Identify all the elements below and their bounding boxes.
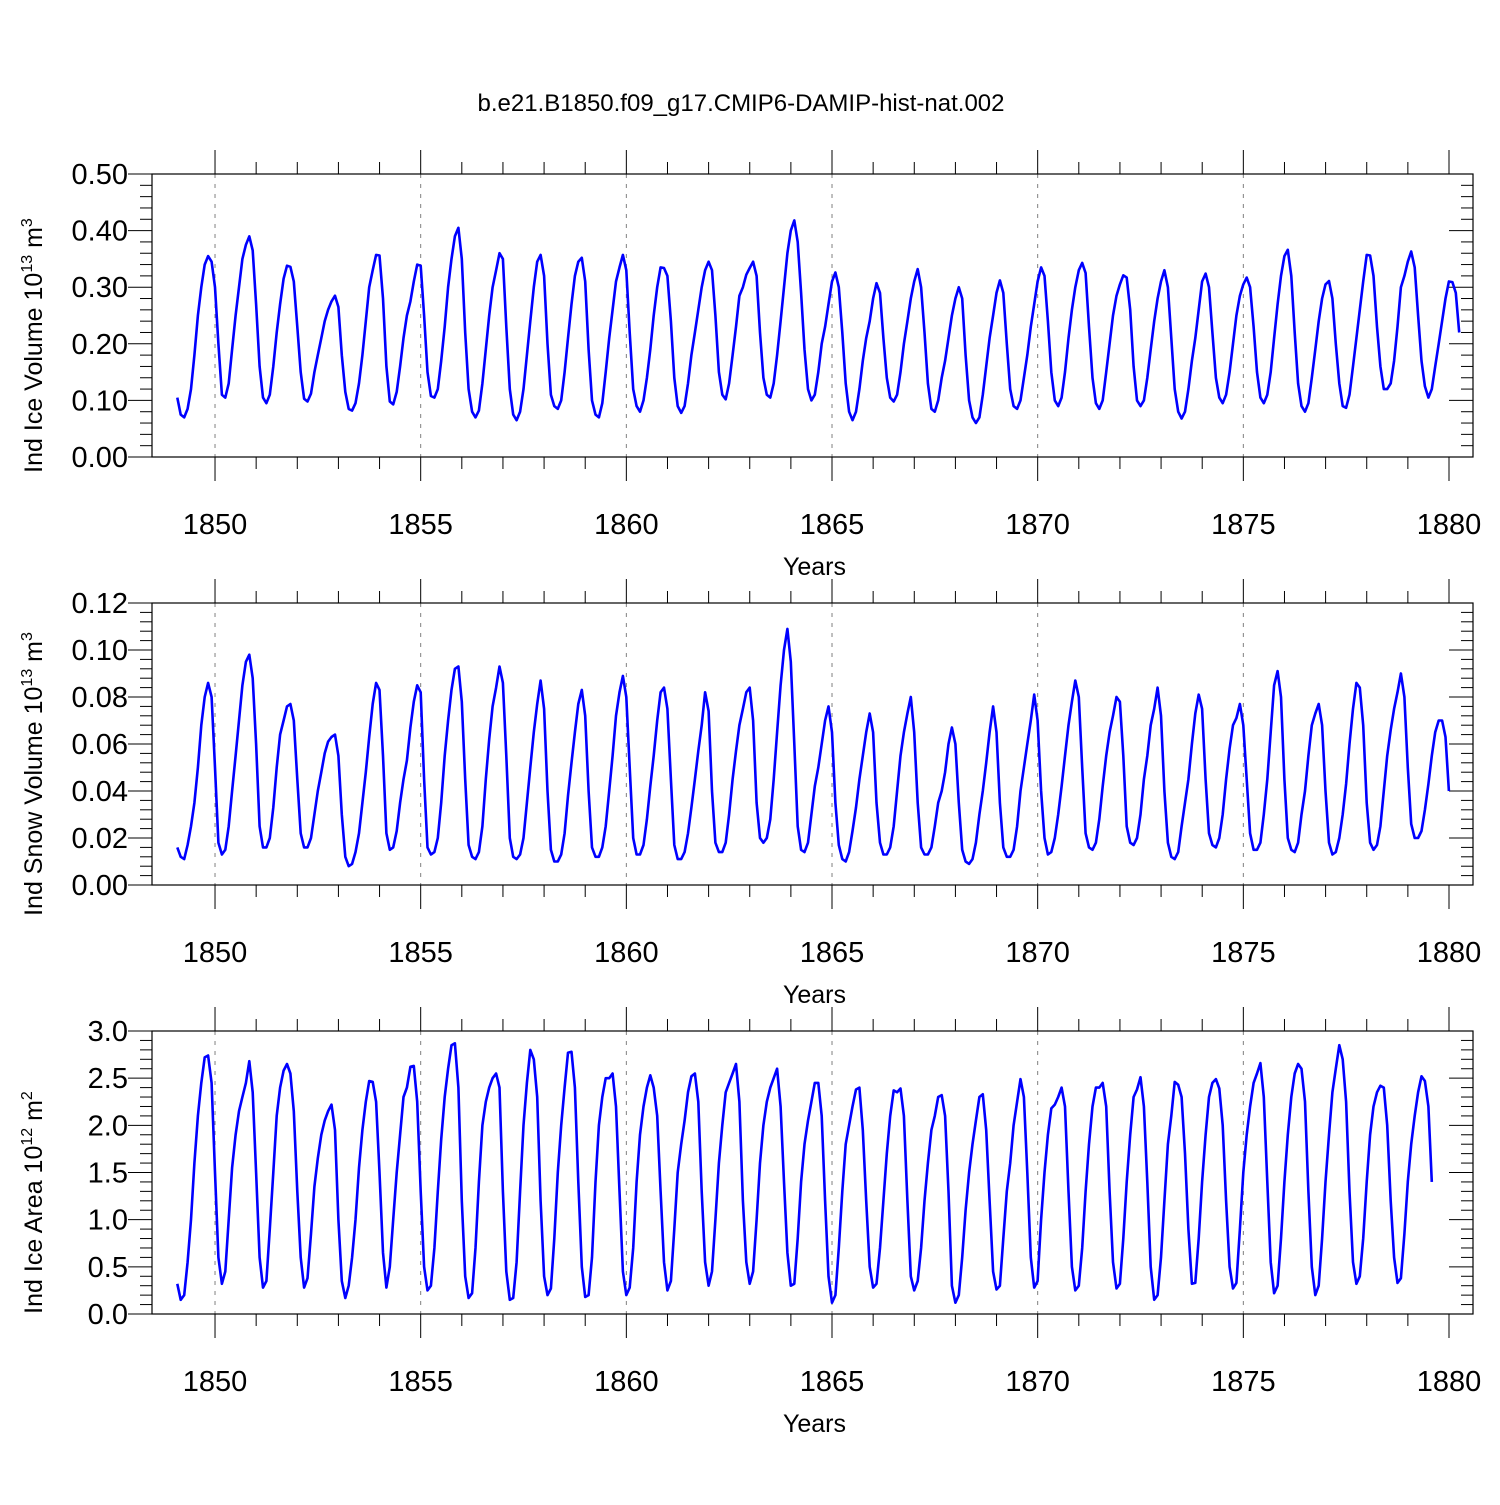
series-line bbox=[176, 627, 1451, 868]
x-tick-label: 1855 bbox=[388, 509, 453, 541]
chart-title: b.e21.B1850.f09_g17.CMIP6-DAMIP-hist-nat… bbox=[478, 90, 1005, 117]
x-tick-label: 1870 bbox=[1005, 1366, 1070, 1398]
x-tick-label: 1880 bbox=[1417, 937, 1482, 969]
plot-frame bbox=[151, 173, 1474, 458]
x-tick-label: 1850 bbox=[183, 509, 248, 541]
series-line bbox=[176, 219, 1461, 425]
y-tick-label: 0.06 bbox=[72, 729, 128, 761]
chart-panel-3: 1850 1855 1860 1865 1870 1875 1880 0.0 0.5 1.0 1.5… bbox=[19, 1007, 1481, 1438]
y-tick-label: 0.5 bbox=[88, 1252, 128, 1284]
x-tick-label: 1855 bbox=[388, 937, 453, 969]
x-tick-label: 1880 bbox=[1417, 1366, 1482, 1398]
x-tick-label: 1860 bbox=[594, 1366, 659, 1398]
x-tick-label: 1860 bbox=[594, 937, 659, 969]
y-tick-label: 0.04 bbox=[72, 776, 128, 808]
y-tick-label: 0.20 bbox=[72, 329, 128, 361]
y-tick-label: 0.50 bbox=[72, 159, 128, 191]
y-axis-label: Ind Ice Volume 1013 m3 bbox=[19, 218, 48, 473]
series-line bbox=[176, 1042, 1434, 1304]
panels: 1850 1855 1860 1865 1870 1875 1880 0.00 0.10 0.20… bbox=[19, 150, 1481, 1438]
x-tick-label: 1870 bbox=[1005, 937, 1070, 969]
x-tick-label: 1875 bbox=[1211, 509, 1276, 541]
y-tick-label: 1.0 bbox=[88, 1205, 128, 1237]
x-tick-label: 1875 bbox=[1211, 937, 1276, 969]
x-tick-label: 1850 bbox=[183, 1366, 248, 1398]
y-axis-label: Ind Ice Area 1012 m2 bbox=[19, 1091, 48, 1314]
y-tick-label: 0.00 bbox=[72, 870, 128, 902]
plot-frame bbox=[151, 602, 1474, 886]
x-tick-label: 1860 bbox=[594, 509, 659, 541]
x-axis-label: Years bbox=[783, 553, 846, 581]
y-tick-label: 2.0 bbox=[88, 1110, 128, 1142]
y-tick-label: 0.08 bbox=[72, 682, 128, 714]
x-tick-label: 1875 bbox=[1211, 1366, 1276, 1398]
y-tick-label: 2.5 bbox=[88, 1063, 128, 1095]
y-tick-label: 0.0 bbox=[88, 1299, 128, 1331]
y-tick-label: 1.5 bbox=[88, 1158, 128, 1190]
y-tick-label: 0.10 bbox=[72, 635, 128, 667]
x-tick-label: 1865 bbox=[800, 937, 865, 969]
y-axis-label: Ind Snow Volume 1013 m3 bbox=[19, 632, 48, 916]
chart-panel-1: 1850 1855 1860 1865 1870 1875 1880 0.00 0.10 0.20… bbox=[19, 150, 1481, 581]
x-tick-label: 1865 bbox=[800, 1366, 865, 1398]
y-tick-label: 0.12 bbox=[72, 588, 128, 620]
y-tick-label: 0.10 bbox=[72, 385, 128, 417]
chart-panel-2: 1850 1855 1860 1865 1870 1875 1880 0.00 0.02 0.04… bbox=[19, 579, 1481, 1009]
x-tick-label: 1850 bbox=[183, 937, 248, 969]
x-tick-label: 1865 bbox=[800, 509, 865, 541]
y-tick-label: 0.02 bbox=[72, 823, 128, 855]
y-tick-label: 0.30 bbox=[72, 272, 128, 304]
x-axis-label: Years bbox=[783, 1410, 846, 1438]
x-tick-label: 1870 bbox=[1005, 509, 1070, 541]
y-tick-label: 3.0 bbox=[88, 1016, 128, 1048]
x-tick-label: 1880 bbox=[1417, 509, 1482, 541]
x-tick-label: 1855 bbox=[388, 1366, 453, 1398]
y-tick-label: 0.00 bbox=[72, 442, 128, 474]
x-axis-label: Years bbox=[783, 981, 846, 1009]
y-tick-label: 0.40 bbox=[72, 216, 128, 248]
